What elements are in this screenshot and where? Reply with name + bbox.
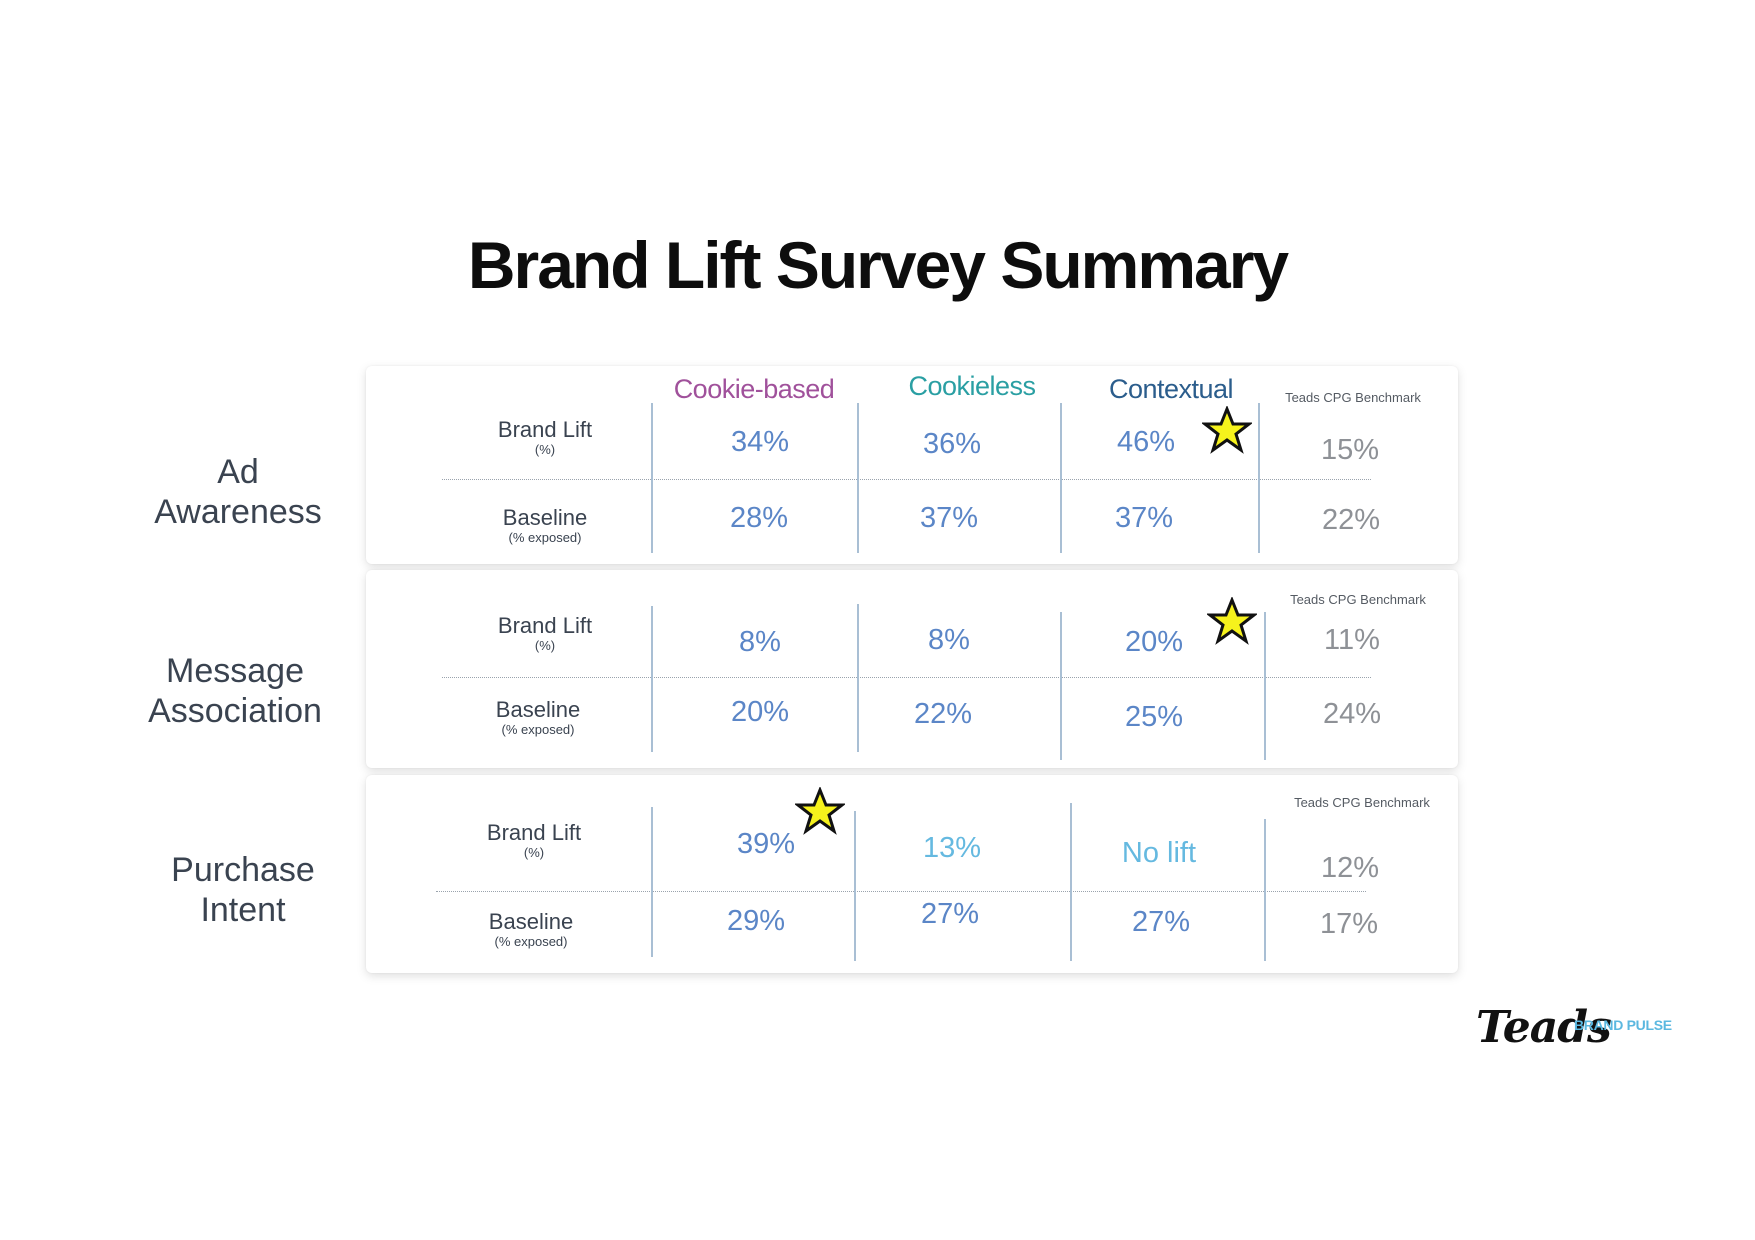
column-header-cookie-based: Cookie-based xyxy=(673,374,835,404)
value-cookie-brand-lift: 39% xyxy=(736,828,796,860)
column-divider xyxy=(1264,612,1266,760)
page-title: Brand Lift Survey Summary xyxy=(467,228,1289,302)
value-cookie-baseline: 20% xyxy=(730,696,790,728)
section-card-message-association: Teads CPG Benchmark Brand Lift (%) Basel… xyxy=(366,570,1458,768)
row-label-sub: (% exposed) xyxy=(501,722,575,737)
row-label-sub: (% exposed) xyxy=(508,530,582,545)
section-card-ad-awareness: Cookie-based Cookieless Contextual Teads… xyxy=(366,366,1458,564)
value-contextual-baseline: 37% xyxy=(1114,502,1174,534)
column-header-contextual: Contextual xyxy=(1108,374,1234,404)
row-label-baseline: Baseline (% exposed) xyxy=(438,698,638,738)
row-label-baseline: Baseline (% exposed) xyxy=(431,910,631,950)
value-contextual-brand-lift: No lift xyxy=(1121,837,1197,869)
metric-ad-awareness: Ad Awareness xyxy=(108,452,368,532)
row-label-main: Baseline xyxy=(495,697,581,722)
benchmark-header: Teads CPG Benchmark xyxy=(1285,390,1421,405)
row-label-main: Brand Lift xyxy=(497,613,593,638)
value-contextual-baseline: 25% xyxy=(1124,701,1184,733)
row-label-baseline: Baseline (% exposed) xyxy=(445,506,645,546)
row-divider xyxy=(442,677,1371,678)
row-label-sub: (% exposed) xyxy=(494,934,568,949)
value-contextual-brand-lift: 20% xyxy=(1124,626,1184,658)
row-label-main: Brand Lift xyxy=(486,820,582,845)
row-label-sub: (%) xyxy=(534,442,556,457)
star-icon xyxy=(1207,597,1257,645)
metric-line: Awareness xyxy=(154,493,322,531)
value-contextual-baseline: 27% xyxy=(1131,906,1191,938)
value-cookieless-brand-lift: 8% xyxy=(928,624,970,656)
metric-line: Association xyxy=(148,692,322,730)
value-cookie-baseline: 28% xyxy=(729,502,789,534)
value-benchmark-brand-lift: 12% xyxy=(1320,852,1380,884)
row-label-main: Baseline xyxy=(502,505,588,530)
value-benchmark-baseline: 22% xyxy=(1321,504,1381,536)
benchmark-header: Teads CPG Benchmark xyxy=(1294,795,1430,810)
value-cookieless-brand-lift: 36% xyxy=(922,428,982,460)
column-divider xyxy=(1258,403,1260,553)
row-label-main: Baseline xyxy=(488,909,574,934)
logo-subtitle: BRAND PULSE xyxy=(1574,1017,1672,1033)
value-cookie-brand-lift: 34% xyxy=(730,426,790,458)
row-label-main: Brand Lift xyxy=(497,417,593,442)
row-label-brand-lift: Brand Lift (%) xyxy=(445,418,645,458)
metric-line: Intent xyxy=(200,891,286,929)
row-label-sub: (%) xyxy=(523,845,545,860)
metric-line: Ad xyxy=(217,453,259,491)
row-divider xyxy=(442,479,1371,480)
value-cookie-brand-lift: 8% xyxy=(739,626,781,658)
value-cookieless-brand-lift: 13% xyxy=(922,832,982,864)
column-divider xyxy=(1060,612,1062,760)
column-divider xyxy=(651,807,653,957)
value-cookieless-baseline: 27% xyxy=(920,898,980,930)
column-divider xyxy=(857,604,859,752)
value-benchmark-brand-lift: 15% xyxy=(1320,434,1380,466)
star-icon xyxy=(1202,406,1252,454)
metric-line: Message xyxy=(166,652,304,690)
value-benchmark-baseline: 24% xyxy=(1322,698,1382,730)
row-label-brand-lift: Brand Lift (%) xyxy=(434,821,634,861)
column-divider xyxy=(857,403,859,553)
logo-wordmark: Teads xyxy=(1476,1002,1612,1053)
column-divider xyxy=(854,811,856,961)
benchmark-header: Teads CPG Benchmark xyxy=(1290,592,1426,607)
column-header-cookieless: Cookieless xyxy=(908,371,1036,401)
star-icon xyxy=(795,787,845,835)
value-cookie-baseline: 29% xyxy=(726,905,786,937)
value-benchmark-brand-lift: 11% xyxy=(1324,624,1380,656)
column-divider xyxy=(651,606,653,752)
metric-message-association: Message Association xyxy=(105,651,365,731)
row-label-brand-lift: Brand Lift (%) xyxy=(445,614,645,654)
value-cookieless-baseline: 22% xyxy=(913,698,973,730)
row-divider xyxy=(436,891,1366,892)
value-contextual-brand-lift: 46% xyxy=(1116,426,1176,458)
teads-brand-pulse-logo: Teads BRAND PULSE xyxy=(1476,1000,1676,1060)
value-benchmark-baseline: 17% xyxy=(1319,908,1379,940)
section-card-purchase-intent: Teads CPG Benchmark Brand Lift (%) Basel… xyxy=(366,775,1458,973)
metric-purchase-intent: Purchase Intent xyxy=(113,850,373,930)
value-cookieless-baseline: 37% xyxy=(919,502,979,534)
row-label-sub: (%) xyxy=(534,638,556,653)
column-divider xyxy=(1264,819,1266,961)
metric-line: Purchase xyxy=(171,851,315,889)
column-divider xyxy=(1070,803,1072,961)
column-divider xyxy=(651,403,653,553)
column-divider xyxy=(1060,403,1062,553)
